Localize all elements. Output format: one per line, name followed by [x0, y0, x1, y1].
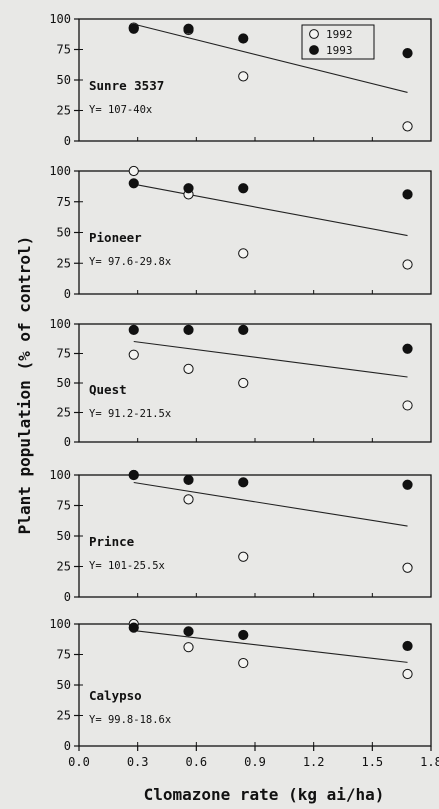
legend-label: 1993	[326, 44, 353, 57]
cultivar-label: Calypso	[89, 688, 142, 703]
cultivar-label: Pioneer	[89, 230, 142, 245]
point-1993	[183, 183, 194, 194]
x-tick-label: 1.2	[303, 755, 325, 769]
y-tick-label: 75	[57, 499, 71, 513]
y-tick-label: 25	[57, 104, 71, 118]
y-tick-label: 100	[49, 12, 71, 26]
equation-label: Y= 97.6-29.8x	[89, 256, 171, 268]
legend-marker-filled	[309, 45, 319, 55]
y-tick-label: 50	[57, 376, 71, 390]
point-1993	[128, 23, 139, 34]
point-1992	[238, 377, 249, 389]
x-tick-label: 1.5	[361, 755, 383, 769]
point-1992	[128, 349, 139, 360]
point-1992	[238, 71, 249, 82]
x-tick-label: 0.3	[127, 755, 149, 769]
y-tick-label: 75	[57, 195, 71, 209]
point-1993	[238, 477, 249, 488]
point-1993	[183, 23, 194, 34]
legend-marker-open	[309, 29, 319, 39]
point-1993	[238, 629, 249, 641]
regression-line	[133, 183, 408, 237]
x-tick-label: 0.9	[244, 755, 266, 769]
legend: 1992 1993	[301, 24, 375, 60]
panel-prince: 0 25 50 75 100 Prince Y= 101-25.5x	[49, 468, 432, 604]
point-1993	[238, 33, 249, 44]
y-tick-label: 25	[57, 406, 71, 420]
point-1993	[402, 640, 413, 652]
y-tick-label: 0	[64, 435, 71, 449]
point-1993	[402, 48, 413, 59]
legend-frame	[301, 24, 375, 60]
point-1992	[402, 259, 413, 270]
panel-calypso: 0 25 50 75 100 0.0 0.3 0.6 0.9 1.2 1.5 1.8 Calypso Y=…	[49, 617, 439, 769]
point-1992	[402, 400, 413, 411]
cultivar-label: Prince	[89, 534, 135, 549]
x-tick-label: 0.6	[185, 755, 207, 769]
y-tick-label: 75	[57, 648, 71, 662]
panel-pioneer: 0 25 50 75 100 Pioneer Y= 97.6-29.8x	[49, 164, 432, 301]
point-1992	[238, 657, 249, 669]
point-1993	[402, 189, 413, 200]
y-tick-label: 50	[57, 678, 71, 692]
y-tick-label: 0	[64, 590, 71, 604]
y-tick-label: 50	[57, 529, 71, 543]
panel-quest: 0 25 50 75 100 Quest Y= 91.2-21.5x	[49, 317, 432, 449]
y-tick-label: 0	[64, 739, 71, 753]
point-1992	[402, 562, 413, 573]
equation-label: Y= 99.8-18.6x	[89, 714, 171, 726]
legend-label: 1992	[326, 28, 353, 41]
point-1992	[128, 165, 139, 177]
regression-line	[133, 340, 408, 378]
regression-line	[133, 23, 408, 93]
y-tick-label: 0	[64, 287, 71, 301]
y-tick-label: 25	[57, 709, 71, 723]
panel-frame	[78, 623, 432, 747]
point-1992	[183, 642, 194, 653]
panel-frame	[78, 323, 432, 443]
point-1993	[128, 324, 139, 335]
point-1992	[183, 494, 194, 505]
cultivar-label: Sunre 3537	[89, 78, 164, 93]
equation-label: Y= 101-25.5x	[89, 560, 165, 572]
point-1993	[128, 178, 139, 189]
x-tick-label: 1.8	[420, 755, 439, 769]
y-tick-label: 50	[57, 73, 71, 87]
point-1993	[183, 324, 194, 335]
panels: 0 25 50 75 100 Sunre 3537 Y= 107-40x 1992 1993 0 2…	[49, 12, 439, 769]
y-axis-title: Plant population (% of control)	[15, 236, 34, 535]
cultivar-label: Quest	[89, 382, 127, 397]
y-tick-label: 25	[57, 256, 71, 270]
point-1993	[402, 343, 413, 354]
point-1993	[183, 474, 194, 485]
point-1993	[238, 324, 249, 335]
panel-sunre-3537: 0 25 50 75 100 Sunre 3537 Y= 107-40x 1992 1993	[49, 12, 432, 148]
point-1992	[183, 363, 194, 374]
y-tick-label: 75	[57, 43, 71, 57]
regression-line	[133, 481, 408, 527]
point-1993	[128, 622, 139, 633]
y-tick-label: 100	[49, 317, 71, 331]
y-tick-label: 100	[49, 164, 71, 178]
point-1993	[238, 183, 249, 194]
y-tick-label: 100	[49, 468, 71, 482]
point-1992	[238, 248, 249, 259]
x-tick-label: 0.0	[68, 755, 90, 769]
point-1992	[238, 551, 249, 562]
y-tick-label: 100	[49, 617, 71, 631]
point-1992	[402, 668, 413, 680]
point-1993	[128, 469, 139, 481]
x-axis-title: Clomazone rate (kg ai/ha)	[144, 785, 385, 804]
y-tick-label: 50	[57, 226, 71, 240]
point-1993	[402, 479, 413, 490]
y-tick-label: 25	[57, 560, 71, 574]
equation-label: Y= 107-40x	[89, 104, 152, 116]
point-1993	[183, 626, 194, 637]
point-1992	[402, 121, 413, 132]
y-tick-label: 0	[64, 134, 71, 148]
equation-label: Y= 91.2-21.5x	[89, 408, 171, 420]
regression-line	[133, 630, 408, 663]
y-tick-label: 75	[57, 347, 71, 361]
